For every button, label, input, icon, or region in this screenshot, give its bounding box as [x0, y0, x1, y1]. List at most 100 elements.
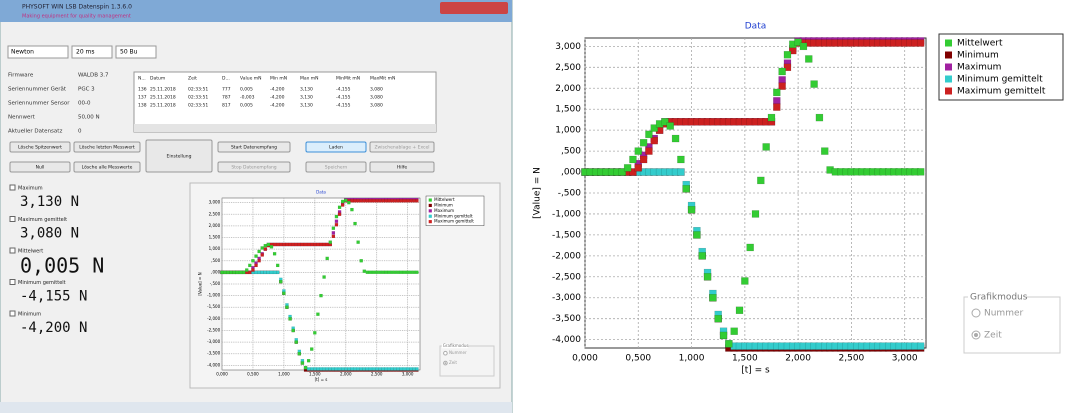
y-tick-label: -1,000	[207, 293, 220, 298]
data-point	[254, 254, 258, 258]
data-point	[248, 263, 252, 268]
window-buttons[interactable]	[440, 2, 508, 14]
checkbox[interactable]	[9, 216, 16, 222]
data-point	[334, 367, 339, 371]
readout-label: Maximum	[18, 186, 43, 192]
checkbox[interactable]	[9, 279, 16, 285]
checkbox[interactable]	[9, 184, 16, 191]
data-point	[238, 270, 243, 275]
data-point	[805, 55, 813, 63]
radio-dot	[974, 333, 978, 337]
data-point	[331, 226, 336, 230]
y-tick-label: 1,500	[209, 235, 221, 240]
button[interactable]	[145, 139, 213, 173]
interval-select[interactable]	[71, 45, 113, 59]
data-point	[773, 88, 781, 97]
unit-select[interactable]	[7, 45, 69, 59]
unit-text: Newton	[11, 49, 34, 56]
data-point	[409, 367, 413, 371]
data-point	[390, 367, 394, 371]
data-point	[313, 367, 317, 371]
data-point	[331, 367, 336, 371]
checkbox[interactable]	[9, 247, 16, 254]
data-point	[313, 331, 317, 335]
table-header: Min mN	[270, 76, 287, 82]
button[interactable]	[217, 141, 291, 153]
legend-swatch	[428, 198, 432, 202]
data-point	[310, 347, 314, 351]
data-point	[709, 294, 717, 302]
taskbar	[0, 402, 512, 413]
table-cell: 25.11.2018	[150, 103, 176, 109]
data-point	[371, 367, 376, 371]
table-cell: -0,003	[240, 95, 255, 101]
data-point	[387, 367, 391, 371]
data-point	[783, 63, 792, 72]
data-point	[821, 147, 829, 155]
x-tick-label: 1,000	[679, 354, 705, 364]
data-point	[384, 199, 388, 203]
x-tick-label: 0,000	[216, 372, 228, 377]
y-tick-label: ,000	[561, 168, 581, 178]
rate-select[interactable]	[115, 45, 157, 59]
button[interactable]	[9, 141, 71, 153]
data-point	[381, 367, 385, 371]
button[interactable]	[369, 161, 435, 173]
data-point	[300, 242, 305, 247]
legend-label: Mittelwert	[434, 197, 455, 202]
data-point	[251, 268, 255, 272]
x-tick-label: 2,500	[839, 354, 865, 364]
legend-swatch	[945, 39, 952, 47]
button[interactable]	[73, 141, 141, 153]
data-point	[288, 242, 292, 247]
data-point	[260, 253, 264, 257]
radio-button[interactable]	[443, 350, 448, 356]
info-label: Seriennummer Sensor	[8, 101, 70, 107]
info-value: 50,00 N	[78, 115, 100, 121]
readout-value: 3,080 N	[20, 226, 79, 242]
y-tick-label: -2,500	[207, 327, 220, 332]
data-point	[409, 199, 413, 203]
data-point	[229, 270, 233, 275]
radio-button[interactable]	[971, 308, 981, 318]
legend-swatch	[428, 214, 432, 218]
data-point	[353, 221, 357, 226]
button[interactable]	[217, 161, 291, 173]
button[interactable]	[9, 161, 71, 173]
checkbox[interactable]	[9, 310, 16, 317]
button[interactable]	[73, 161, 141, 173]
data-point	[405, 270, 410, 274]
button-label: Speichern	[325, 165, 348, 171]
table-cell: 138	[138, 103, 147, 109]
data-point	[356, 367, 360, 371]
data-table	[133, 71, 437, 133]
data-point	[347, 200, 351, 205]
data-point	[269, 270, 274, 275]
button[interactable]	[369, 141, 435, 153]
y-tick-label: 2,500	[209, 211, 221, 216]
button[interactable]	[305, 141, 367, 153]
data-point	[316, 242, 320, 247]
data-point	[260, 270, 264, 275]
legend-box	[938, 33, 1064, 101]
button-label: Stop Datenempfang	[231, 165, 276, 171]
button[interactable]	[305, 161, 367, 173]
data-point	[325, 367, 329, 371]
button-label: Start Datenempfang	[231, 145, 277, 151]
data-point	[223, 270, 227, 275]
data-point	[353, 199, 357, 203]
data-point	[767, 113, 776, 122]
y-tick-label: -1,000	[552, 209, 581, 219]
data-point	[310, 367, 314, 371]
data-point	[387, 199, 391, 203]
data-point	[303, 366, 308, 370]
data-point	[322, 275, 326, 279]
table-cell: 136	[138, 87, 147, 93]
table-cell: -4,155	[336, 87, 351, 93]
y-tick-label: 1,000	[555, 126, 581, 136]
data-point	[344, 198, 348, 202]
data-point	[650, 124, 658, 132]
data-point	[371, 270, 376, 274]
table-cell: 777	[222, 87, 231, 93]
data-point	[778, 76, 786, 84]
